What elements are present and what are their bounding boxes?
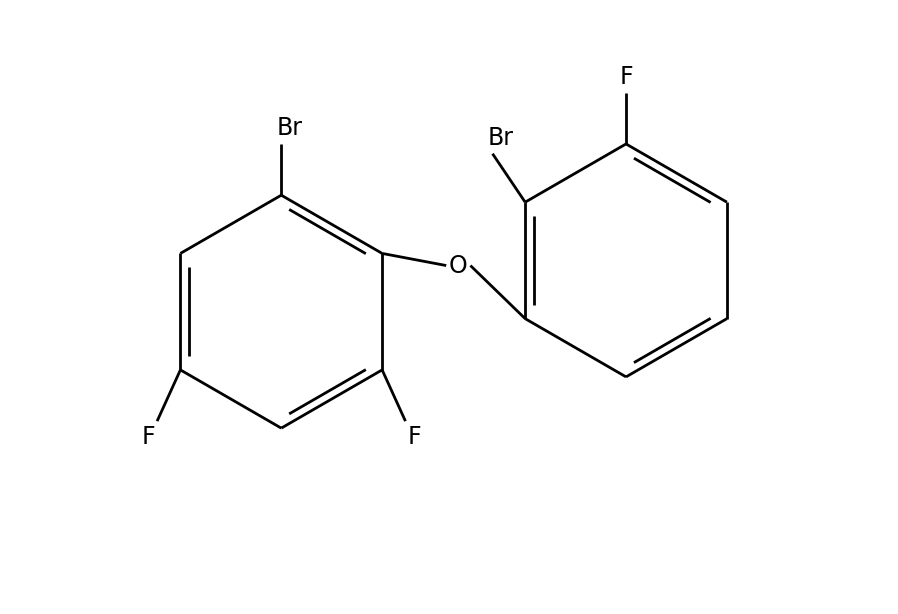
Text: Br: Br bbox=[488, 126, 514, 150]
Text: Br: Br bbox=[277, 116, 303, 140]
Text: O: O bbox=[449, 254, 468, 278]
Text: F: F bbox=[142, 425, 155, 449]
Text: F: F bbox=[408, 425, 421, 449]
Text: F: F bbox=[620, 65, 633, 89]
